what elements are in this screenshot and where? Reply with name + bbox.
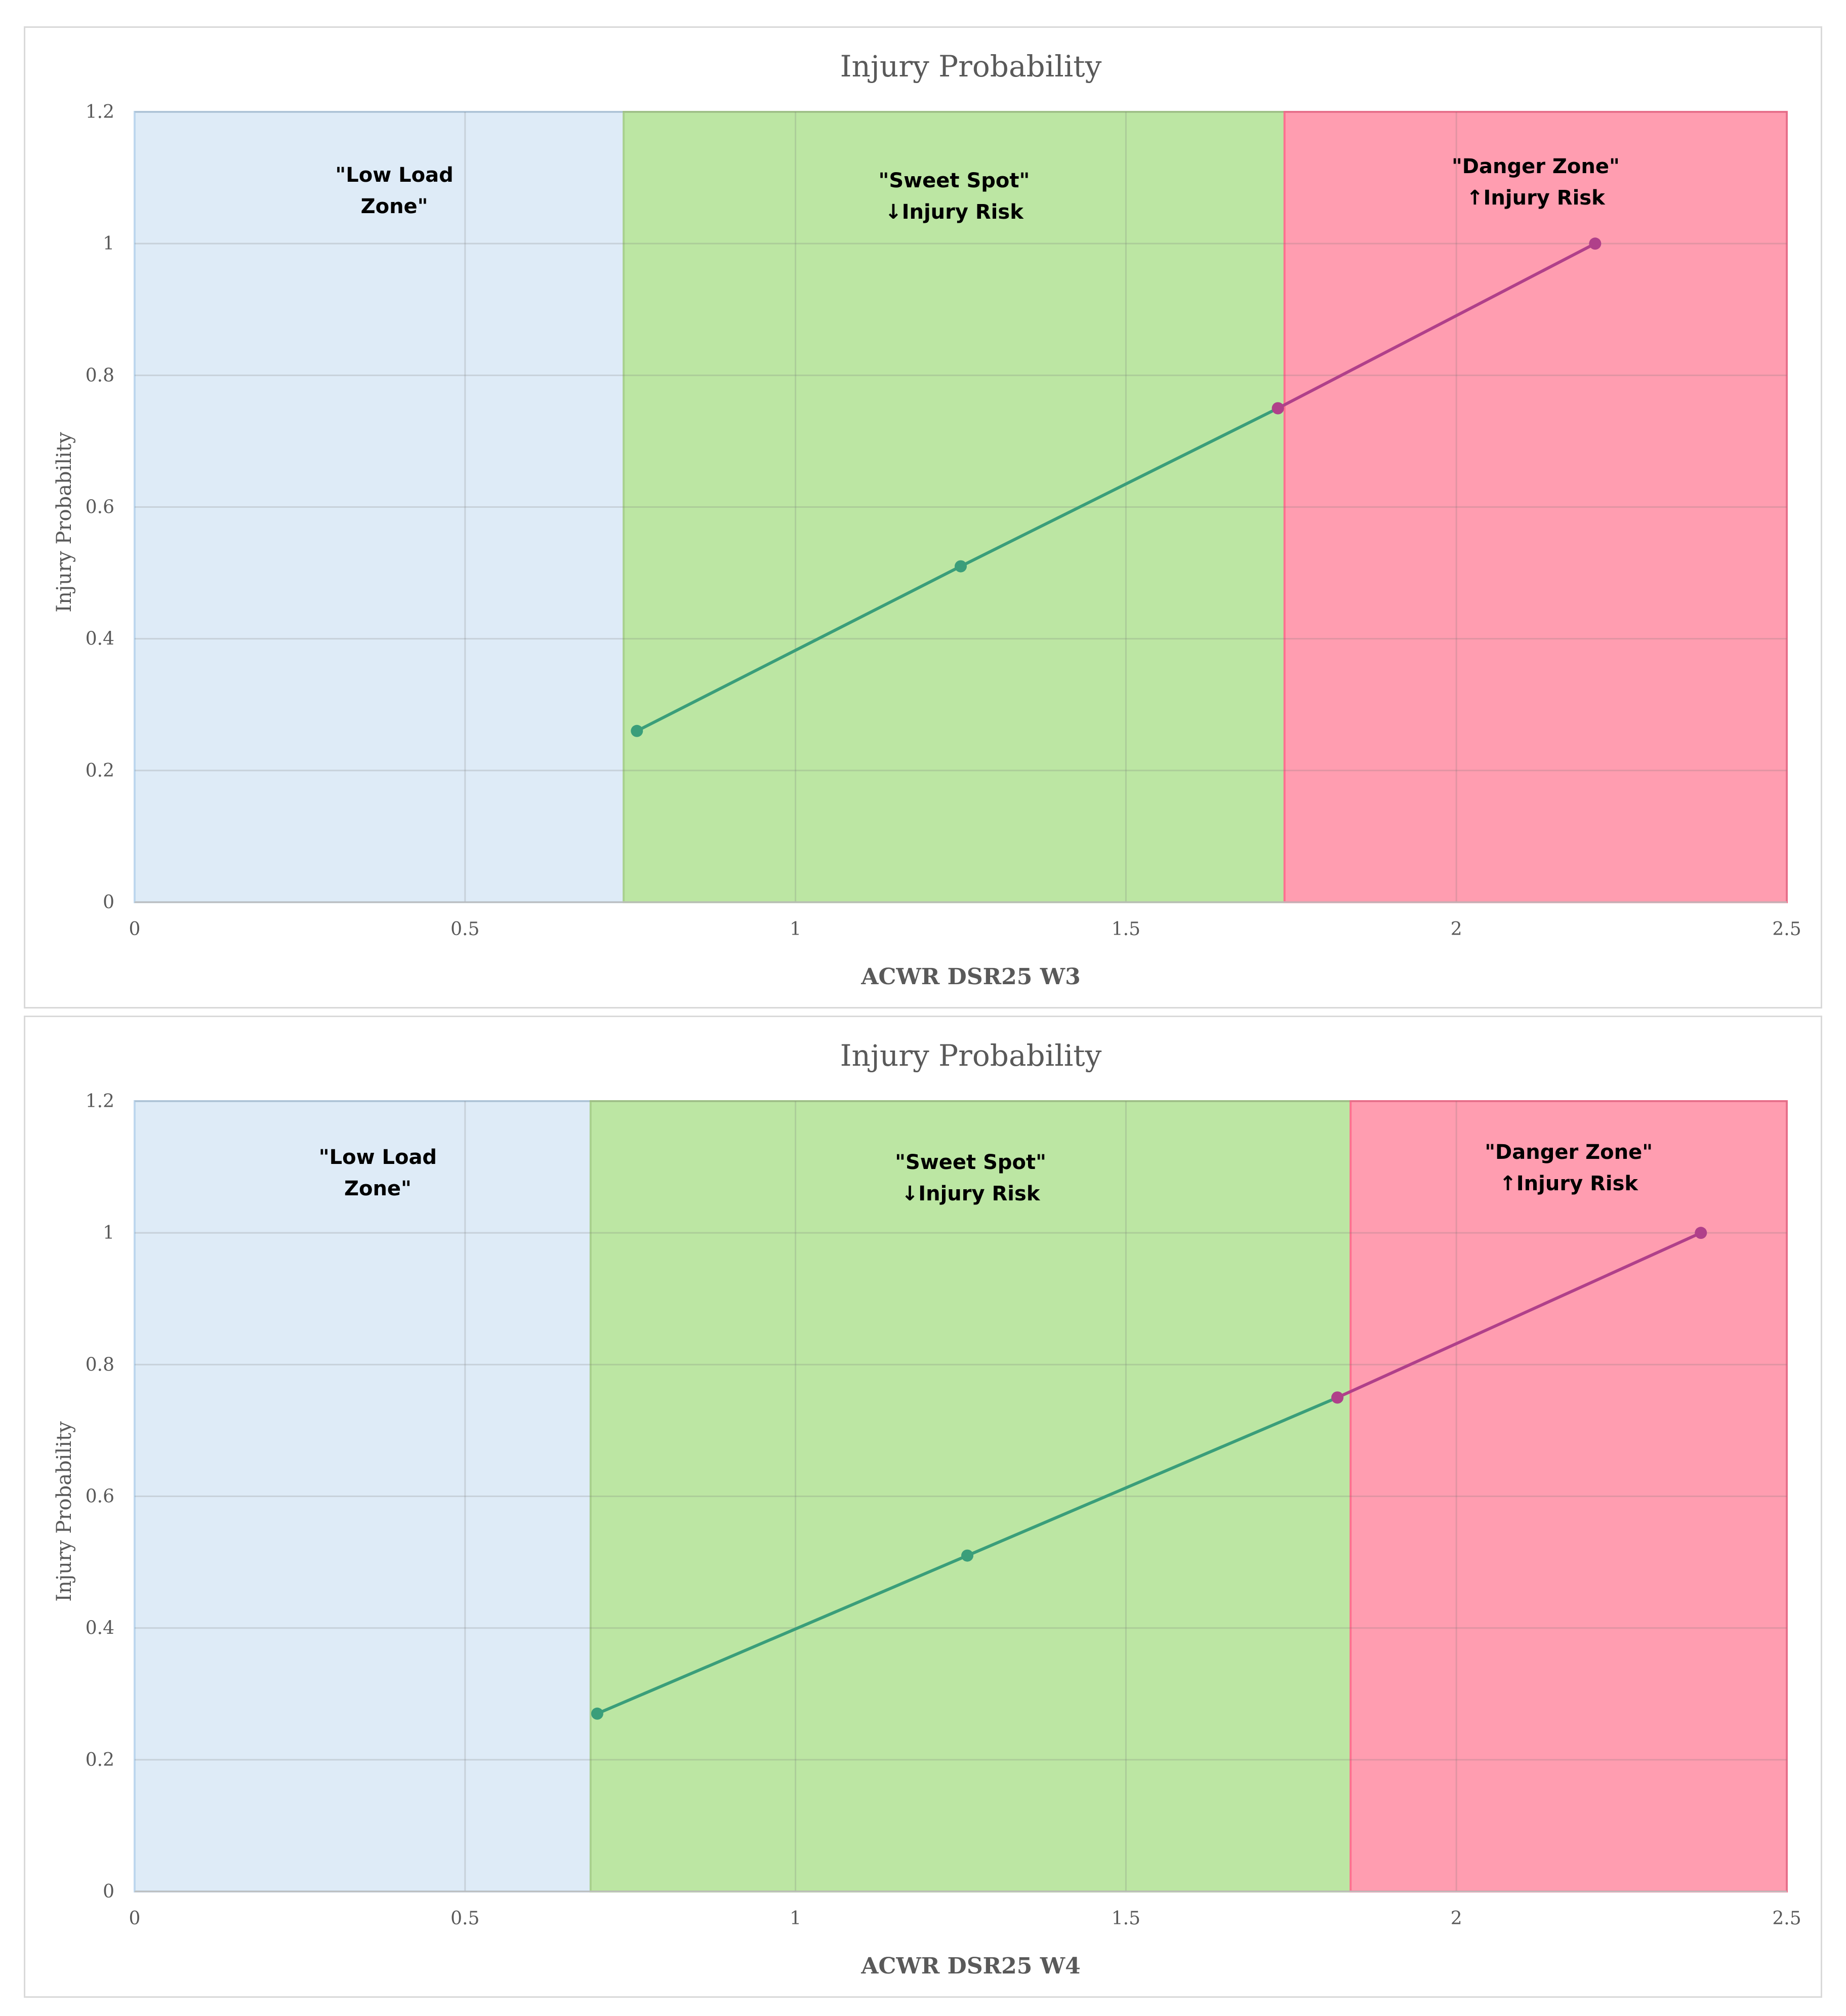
zone-label-danger: ↑Injury Risk [1499,1172,1638,1195]
x-tick-label: 0 [129,919,141,940]
zone-label-sweet-spot: ↓Injury Risk [885,200,1024,224]
zone-label-danger: ↑Injury Risk [1466,186,1606,210]
y-tick-label: 0.8 [86,1354,114,1375]
data-point-green [955,560,967,573]
x-tick-label: 2 [1451,1908,1462,1929]
chart-panel-w3: "Low Load Zone" "Sweet Spot" ↓Injury Risk "D… [24,26,1822,1009]
x-tick-label: 0.5 [450,919,479,940]
chart-svg-w3: "Low Load Zone" "Sweet Spot" ↓Injury Risk "D… [53,49,1801,990]
x-tick-label: 1.5 [1112,919,1140,940]
x-tick-label: 2.5 [1772,1908,1801,1929]
y-tick-label: 1 [103,233,114,254]
y-tick-label: 0 [103,1881,114,1902]
y-tick-label: 1.2 [86,102,114,123]
y-tick-label: 0.8 [86,365,114,386]
x-tick-label: 0.5 [450,1908,479,1929]
x-axis-label: ACWR DSR25 W3 [860,964,1081,990]
x-tick-label: 1.5 [1112,1908,1140,1929]
x-tick-label: 0 [129,1908,141,1929]
series-line-magenta [1277,242,1596,410]
chart-svg-w4: "Low Load Zone" "Sweet Spot" ↓Injury Risk "D… [53,1038,1801,1979]
zone-label-low-load: Zone" [344,1177,412,1200]
data-point-magenta [1331,1391,1344,1404]
zone-sweet-spot-rect [589,1100,1352,1892]
y-tick-label: 1 [103,1223,114,1243]
chart-title: Injury Probability [840,49,1102,84]
zone-label-sweet-spot: ↓Injury Risk [901,1182,1041,1205]
zone-sweet-spot-rect [623,111,1286,903]
y-tick-label: 1.2 [86,1091,114,1112]
y-tick-label: 0.4 [86,629,114,650]
y-tick-label: 0 [103,892,114,913]
data-point-green [631,724,643,737]
data-point-magenta [1589,237,1602,250]
zone-label-sweet-spot: "Sweet Spot" [879,169,1030,192]
zone-danger-rect [1349,1100,1788,1892]
y-tick-label: 0.2 [86,1750,114,1770]
x-tick-label: 2.5 [1772,919,1801,940]
data-point-green [591,1707,603,1720]
x-tick-label: 2 [1451,919,1462,940]
chart-panel-w4: "Low Load Zone" "Sweet Spot" ↓Injury Risk "D… [24,1016,1822,1998]
zone-danger-rect [1283,111,1788,903]
zone-label-sweet-spot: "Sweet Spot" [895,1151,1046,1174]
x-tick-label: 1 [790,1908,801,1929]
y-tick-label: 0.6 [86,497,114,518]
data-point-green [961,1549,974,1562]
x-axis-label: ACWR DSR25 W4 [860,1953,1081,1979]
zone-label-low-load: Zone" [361,195,428,218]
series-line-magenta [1336,1231,1702,1399]
y-tick-label: 0.6 [86,1486,114,1507]
y-tick-label: 0.4 [86,1618,114,1639]
y-tick-label: 0.2 [86,760,114,781]
x-tick-label: 1 [790,919,801,940]
data-point-magenta [1695,1227,1707,1239]
zone-low-load-rect [134,1100,592,1892]
chart-title: Injury Probability [840,1038,1102,1073]
zone-label-low-load: "Low Load [319,1146,437,1169]
data-point-magenta [1271,402,1284,415]
zone-low-load-rect [134,111,625,903]
y-axis-label: Injury Probability [53,1421,76,1602]
zone-label-danger: "Danger Zone" [1452,155,1620,178]
y-axis-label: Injury Probability [53,432,76,613]
zone-label-danger: "Danger Zone" [1485,1141,1653,1164]
zone-label-low-load: "Low Load [335,164,453,187]
